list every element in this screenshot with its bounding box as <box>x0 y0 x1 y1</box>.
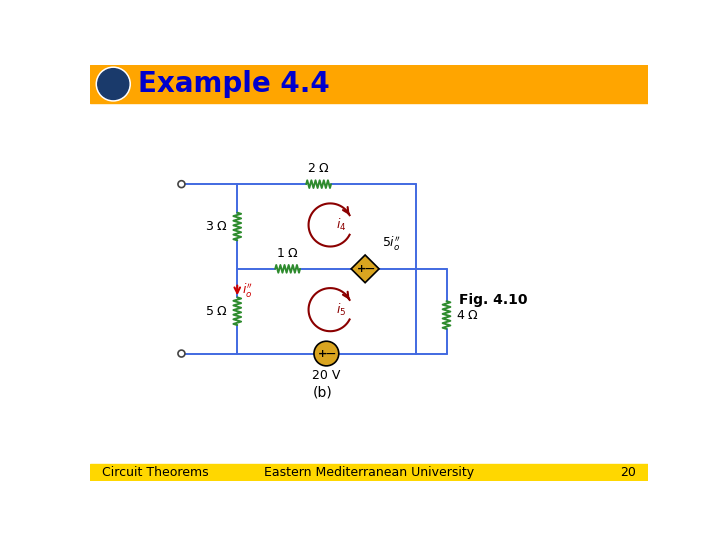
Text: $5i_o''$: $5i_o''$ <box>382 234 401 252</box>
Circle shape <box>106 76 121 92</box>
Text: 4 $\Omega$: 4 $\Omega$ <box>456 308 479 321</box>
Circle shape <box>314 341 339 366</box>
Text: 5 $\Omega$: 5 $\Omega$ <box>205 305 228 318</box>
Circle shape <box>178 350 185 357</box>
Circle shape <box>178 181 185 187</box>
Text: −: − <box>325 347 336 361</box>
Text: $i_5$: $i_5$ <box>336 302 347 318</box>
Text: Example 4.4: Example 4.4 <box>138 70 330 98</box>
Bar <box>90 464 648 481</box>
Circle shape <box>109 79 118 89</box>
Bar <box>90 65 648 103</box>
Text: (b): (b) <box>312 386 333 400</box>
Text: Fig. 4.10: Fig. 4.10 <box>459 293 528 307</box>
Text: 20 V: 20 V <box>312 369 341 382</box>
Text: Eastern Mediterranean University: Eastern Mediterranean University <box>264 465 474 478</box>
Text: 2 $\Omega$: 2 $\Omega$ <box>307 162 330 175</box>
Polygon shape <box>351 255 379 283</box>
Text: 3 $\Omega$: 3 $\Omega$ <box>205 220 228 233</box>
Circle shape <box>102 72 125 96</box>
Text: 20: 20 <box>621 465 636 478</box>
Text: 1 $\Omega$: 1 $\Omega$ <box>276 247 299 260</box>
Text: −: − <box>363 262 375 276</box>
Text: +: + <box>318 348 327 359</box>
Circle shape <box>96 67 130 101</box>
Text: $i_4$: $i_4$ <box>336 217 347 233</box>
Text: Circuit Theorems: Circuit Theorems <box>102 465 208 478</box>
Text: +: + <box>356 264 366 274</box>
Circle shape <box>98 69 129 99</box>
Text: $i_o''$: $i_o''$ <box>242 281 253 299</box>
